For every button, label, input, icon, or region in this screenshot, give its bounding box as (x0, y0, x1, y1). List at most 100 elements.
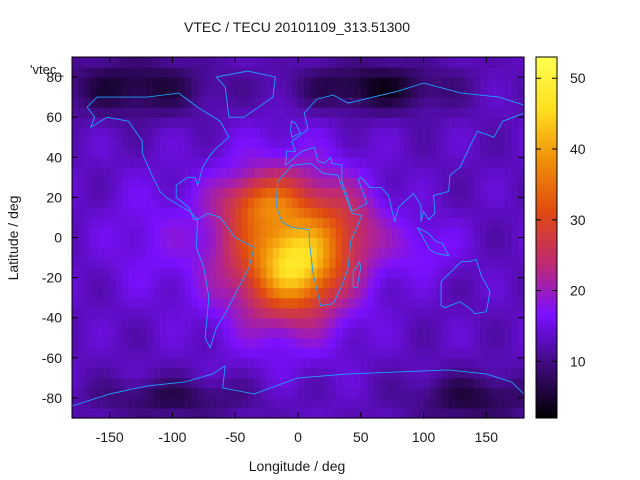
heatmap-cell (78, 357, 86, 369)
heatmap-cell (115, 217, 123, 229)
heatmap-cell (103, 307, 111, 319)
heatmap-cell (291, 407, 299, 419)
heatmap-cell (115, 147, 123, 158)
heatmap-cell (84, 287, 92, 299)
heatmap-cell (354, 127, 362, 138)
heatmap-cell (348, 127, 356, 138)
heatmap-cell (316, 197, 324, 209)
heatmap-cell (203, 297, 211, 309)
heatmap-cell (373, 297, 381, 309)
heatmap-cell (373, 187, 381, 198)
heatmap-cell (442, 97, 450, 108)
heatmap-cell (147, 327, 155, 339)
heatmap-cell (134, 97, 142, 108)
heatmap-cell (222, 347, 230, 359)
heatmap-cell (109, 97, 117, 108)
heatmap-cell (411, 177, 418, 188)
heatmap-cell (304, 87, 312, 98)
heatmap-cell (335, 317, 343, 329)
heatmap-cell (291, 67, 299, 78)
heatmap-cell (417, 297, 425, 309)
heatmap-cell (115, 397, 123, 409)
heatmap-cell (185, 397, 192, 409)
heatmap-cell (272, 267, 280, 279)
heatmap-cell (385, 227, 393, 239)
heatmap-cell (354, 77, 362, 88)
heatmap-cell (222, 187, 230, 198)
heatmap-cell (128, 77, 136, 88)
heatmap-cell (461, 167, 469, 178)
heatmap-cell (153, 357, 161, 369)
heatmap-cell (191, 387, 199, 399)
heatmap-cell (517, 57, 525, 68)
heatmap-cell (272, 67, 280, 78)
heatmap-cell (97, 147, 104, 158)
heatmap-cell (429, 167, 437, 178)
heatmap-cell (341, 347, 349, 359)
heatmap-cell (517, 287, 525, 299)
heatmap-cell (247, 317, 255, 329)
heatmap-cell (454, 407, 462, 419)
heatmap-cell (272, 387, 280, 399)
heatmap-cell (235, 147, 243, 158)
heatmap-cell (398, 127, 406, 138)
heatmap-cell (109, 297, 117, 309)
heatmap-cell (436, 227, 443, 239)
heatmap-cell (385, 107, 393, 118)
heatmap-cell (153, 287, 161, 299)
heatmap-cell (511, 267, 519, 279)
heatmap-cell (185, 367, 192, 379)
heatmap-cell (310, 247, 318, 259)
heatmap-cell (385, 187, 393, 198)
heatmap-cell (72, 337, 79, 349)
heatmap-cell (172, 407, 180, 419)
heatmap-cell (272, 217, 280, 229)
heatmap-cell (272, 297, 280, 309)
heatmap-cell (398, 227, 406, 239)
heatmap-cell (228, 167, 236, 178)
heatmap-cell (398, 337, 406, 349)
heatmap-cell (354, 87, 362, 98)
heatmap-cell (185, 77, 192, 88)
heatmap-cell (298, 397, 305, 409)
heatmap-cell (122, 327, 130, 339)
heatmap-cell (222, 377, 230, 389)
heatmap-cell (185, 187, 192, 198)
heatmap-cell (398, 307, 406, 319)
heatmap-cell (398, 87, 406, 98)
heatmap-cell (404, 387, 412, 399)
heatmap-cell (442, 197, 450, 209)
heatmap-cell (103, 97, 111, 108)
heatmap-cell (103, 367, 111, 379)
heatmap-cell (247, 187, 255, 198)
heatmap-cell (134, 147, 142, 158)
heatmap-cell (103, 337, 111, 349)
heatmap-cell (298, 297, 305, 309)
heatmap-cell (109, 87, 117, 98)
heatmap-cell (473, 287, 481, 299)
heatmap-cell (354, 217, 362, 229)
heatmap-cell (216, 67, 224, 78)
heatmap-cell (411, 327, 418, 339)
heatmap-cell (429, 367, 437, 379)
heatmap-cell (159, 257, 167, 269)
heatmap-cell (442, 357, 450, 369)
heatmap-cell (159, 67, 167, 78)
heatmap-cell (266, 67, 274, 78)
heatmap-cell (197, 227, 205, 239)
heatmap-cell (298, 127, 305, 138)
heatmap-cell (423, 257, 431, 269)
heatmap-cell (298, 377, 305, 389)
heatmap-cell (178, 117, 186, 128)
heatmap-cell (480, 207, 487, 219)
heatmap-cell (122, 317, 130, 329)
heatmap-cell (329, 67, 337, 78)
heatmap-cell (498, 197, 506, 209)
heatmap-cell (461, 207, 469, 219)
heatmap-cell (115, 347, 123, 359)
heatmap-cell (486, 187, 494, 198)
heatmap-cell (385, 407, 393, 419)
heatmap-cell (72, 307, 79, 319)
heatmap-cell (316, 357, 324, 369)
